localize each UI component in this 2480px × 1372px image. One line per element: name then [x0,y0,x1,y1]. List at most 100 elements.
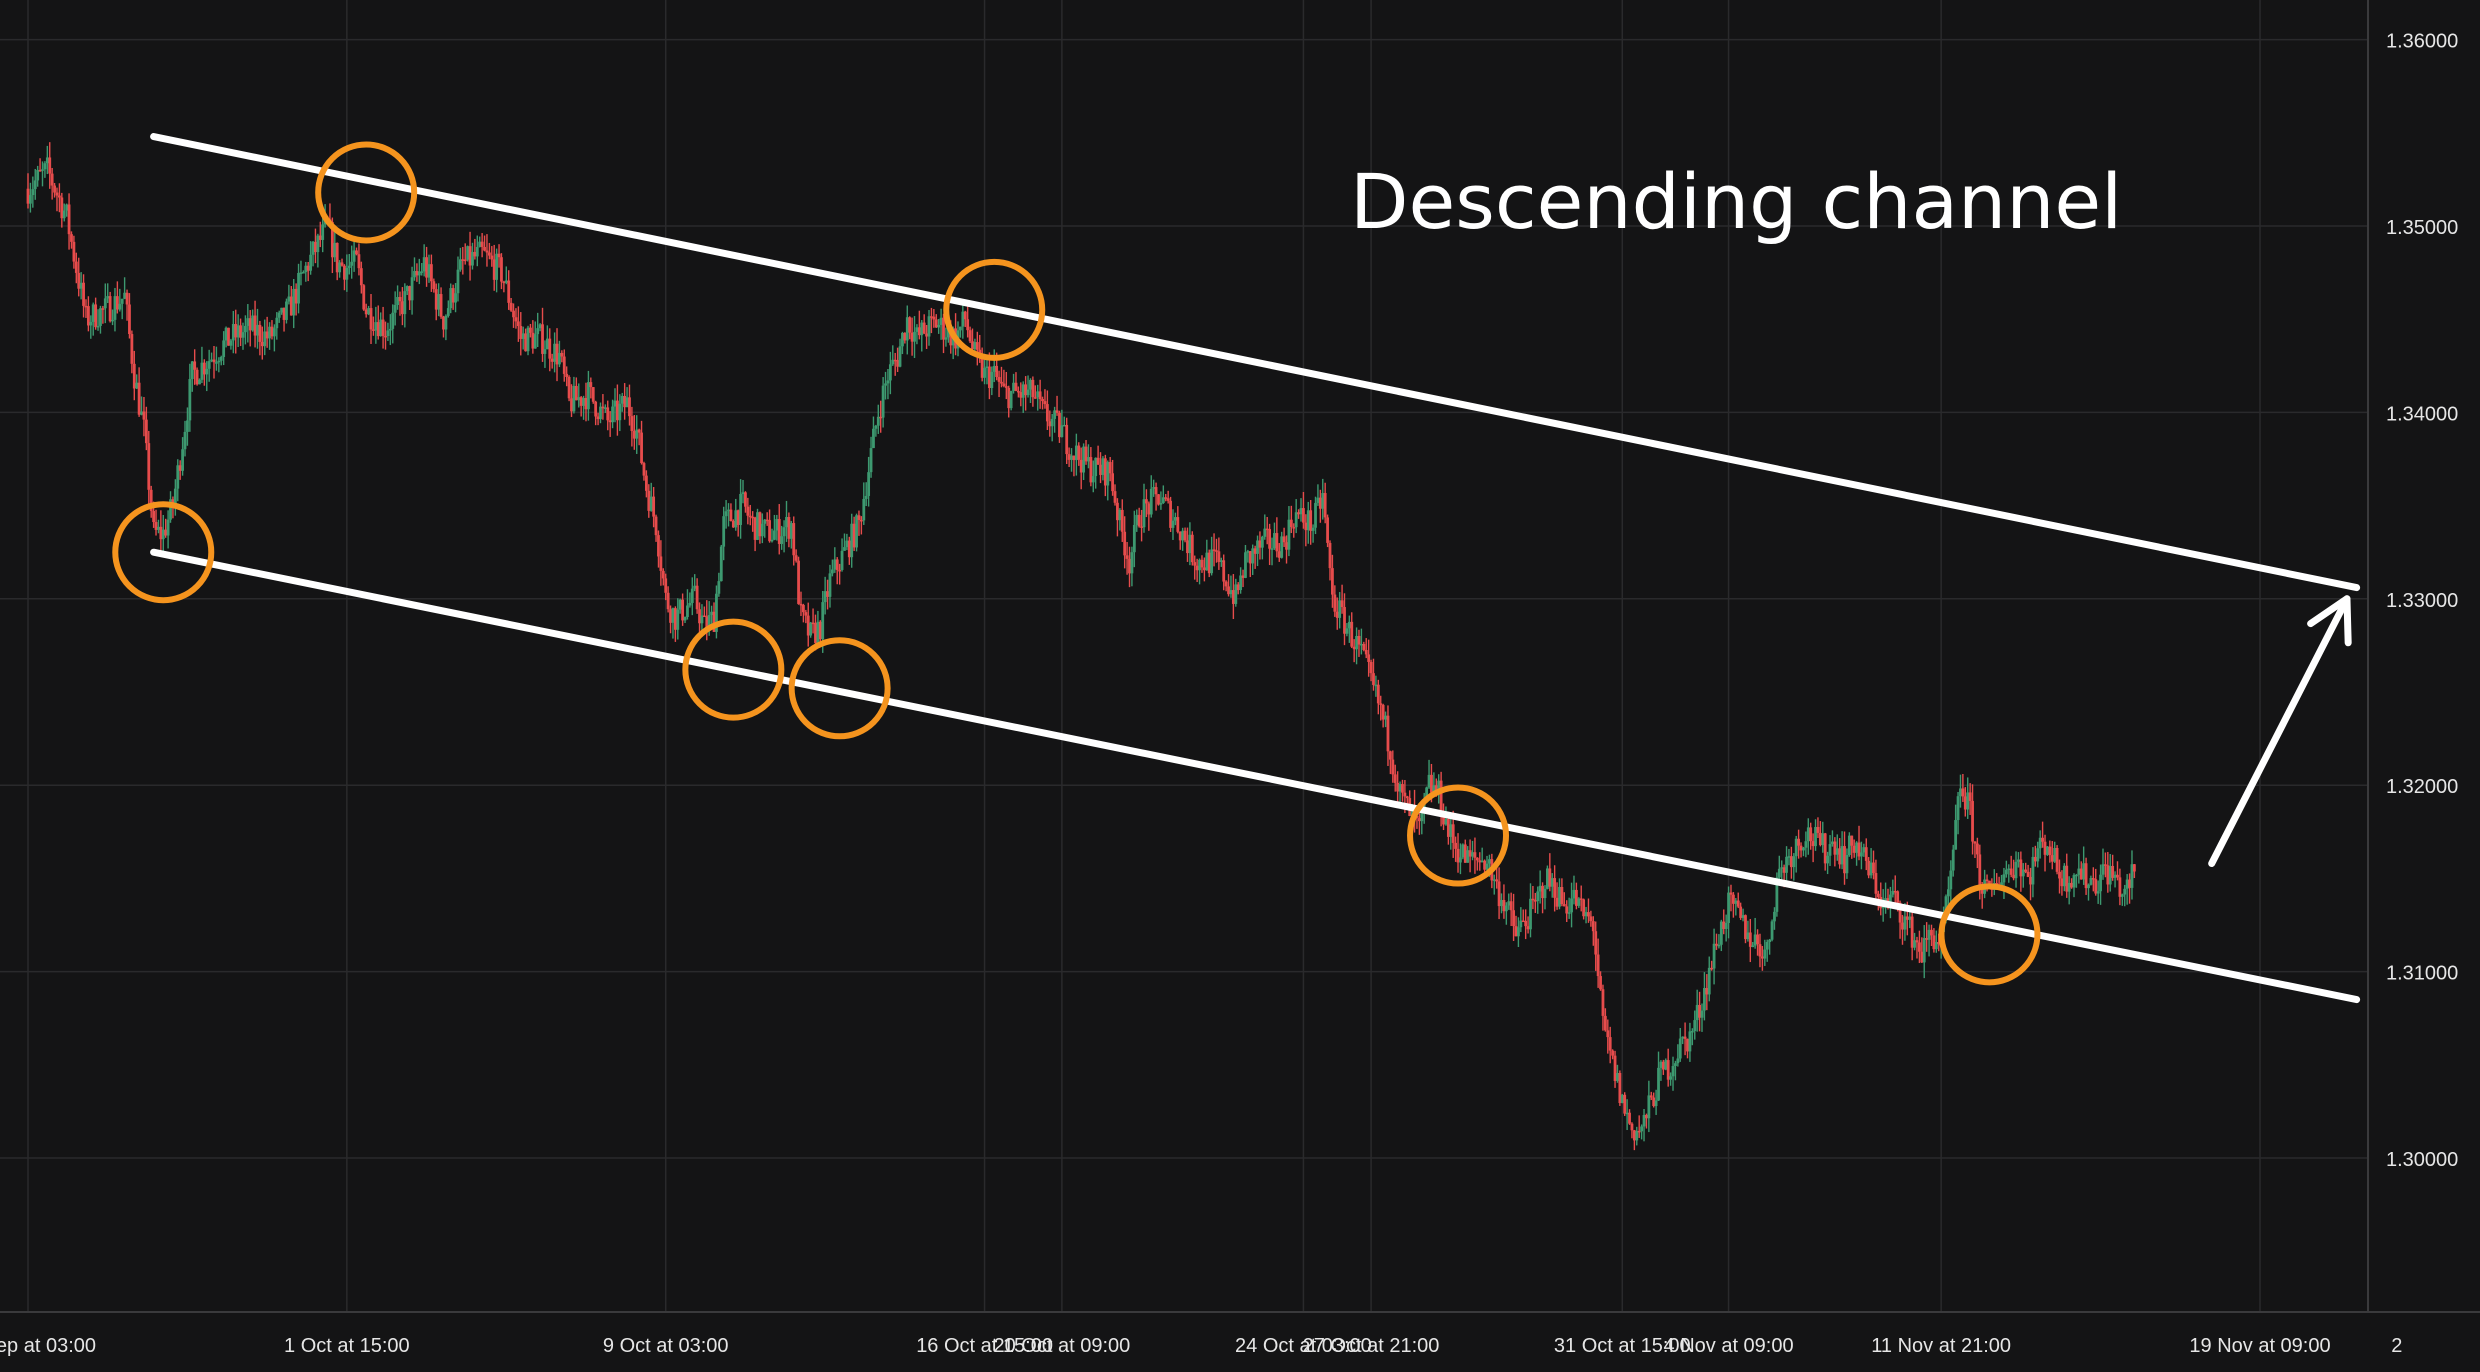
y-tick-label: 1.34000 [2386,403,2458,425]
candle-body [1920,951,1924,963]
candle-body [1618,1072,1622,1104]
candle-body [205,368,209,375]
candle-body [782,527,786,537]
candle-body [260,341,264,347]
candle-body [449,288,453,309]
candle-body [425,257,428,278]
candle-body [1780,867,1784,869]
candle-body [103,298,107,309]
candle-body [401,301,404,315]
candle-body [130,334,134,364]
candle-body [980,355,984,378]
candle-body [671,608,675,623]
candle-body [311,241,315,255]
candle-body [190,361,194,380]
candle-body [1485,863,1489,870]
candle-body [881,385,885,418]
candle-body [1546,868,1549,889]
candle-body [244,325,247,333]
touch-point-circle [315,141,418,244]
candle-body [888,364,892,381]
candle-body [1657,1067,1660,1101]
candle-body [1461,844,1465,858]
candle-body [1323,493,1327,518]
candle-body [1132,524,1136,553]
x-tick-label: 31 Oct at 15:00 [1554,1335,1691,1357]
candle-body [461,259,465,261]
candle-body [1031,379,1035,398]
candle-body [1135,514,1139,525]
x-tick-label: 20 Oct at 09:00 [993,1335,1130,1357]
candle-body [31,189,35,196]
candle-body [1574,889,1578,906]
candle-body [1053,410,1057,419]
candle-body [1096,457,1100,465]
candle-body [1140,526,1143,528]
candle-body [2017,859,2020,862]
candle-body [736,510,740,525]
candle-body [524,333,528,352]
candle-body [1099,464,1102,475]
candle-body [1765,942,1769,950]
candle-body [345,267,349,280]
candle-body [282,307,286,320]
candle-body [1787,856,1791,858]
candle-body [1835,848,1839,855]
candle-body [157,526,160,530]
candle-body [872,428,875,449]
touch-point-circle [112,501,215,604]
candle-body [2009,868,2013,875]
candle-body [1526,926,1530,930]
y-tick-label: 1.31000 [2386,963,2458,985]
candle-body [1577,898,1581,906]
candle-body [785,517,788,528]
candle-body [1473,852,1477,858]
candle-body [1193,562,1197,566]
candle-body [1270,548,1274,550]
candle-body [1669,1076,1672,1080]
candle-body [922,322,926,334]
candle-body [698,609,701,624]
candle-body [272,328,276,337]
candle-body [884,383,887,386]
candle-body [867,472,871,496]
candle-body [60,197,64,219]
candle-body [1405,796,1409,799]
candle-body [1727,892,1730,923]
candle-body [388,328,392,331]
candle-body [1613,1055,1617,1081]
candle-body [780,536,784,544]
candle-body [289,296,293,316]
candle-body [1616,1072,1619,1081]
candle-body [1934,941,1938,950]
candle-body [1091,476,1095,483]
candle-body [1451,824,1455,843]
candle-body [997,377,1001,382]
candle-body [359,268,363,286]
candle-body [567,376,571,399]
candle-body [2012,874,2016,879]
candle-body [1488,859,1491,864]
candle-body [731,521,735,528]
candle-body [910,332,914,342]
candle-body [62,210,66,219]
candle-body [934,319,938,328]
candle-body [1033,397,1037,399]
candle-body [1425,787,1429,801]
candle-body [1961,788,1965,797]
candle-body [2108,865,2112,885]
candle-body [862,498,866,521]
candle-body [925,333,928,337]
candle-body [649,496,653,511]
candle-body [1045,404,1049,422]
candle-body [84,305,88,308]
candle-body [985,366,989,369]
candle-body [855,515,858,548]
candle-body [1843,846,1846,874]
candle-body [1956,796,1960,821]
candle-body [466,246,470,260]
candle-body [483,246,486,251]
candle-body [642,463,646,476]
candle-body [599,406,602,420]
candle-body [963,311,967,320]
